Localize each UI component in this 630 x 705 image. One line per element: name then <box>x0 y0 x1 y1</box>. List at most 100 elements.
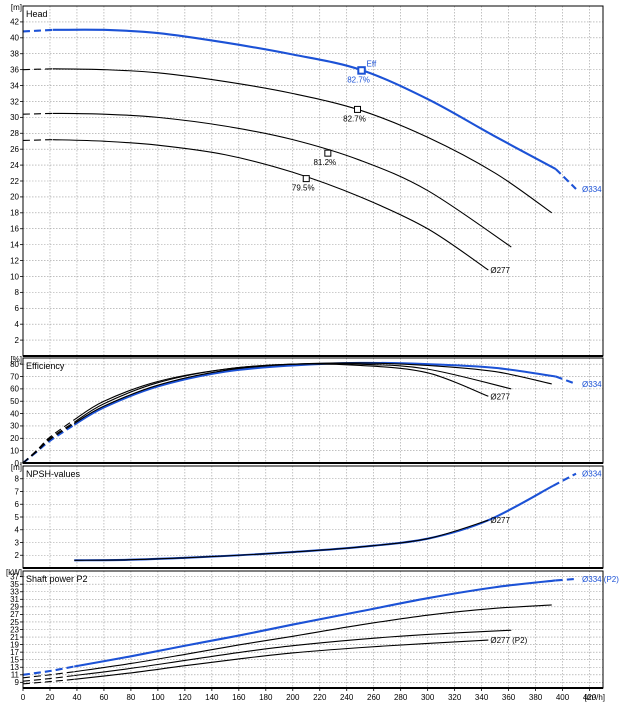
series-line-power-0-seg2 <box>555 577 577 582</box>
x-tick-label-21: 420 <box>583 693 597 702</box>
series-line-head-0-seg2 <box>555 168 577 190</box>
y-tick-label-head-20: 42 <box>10 18 19 27</box>
x-tick-label-9: 180 <box>259 693 273 702</box>
y-tick-label-efficiency-2: 20 <box>10 434 19 443</box>
y-tick-label-power-4: 17 <box>10 648 19 657</box>
y-tick-label-efficiency-5: 50 <box>10 397 19 406</box>
y-tick-label-power-14: 37 <box>10 572 19 581</box>
y-tick-label-head-4: 10 <box>10 272 19 281</box>
y-tick-label-head-3: 8 <box>15 288 20 297</box>
x-tick-label-6: 120 <box>178 693 192 702</box>
series-label-npsh-0: Ø334 <box>582 470 602 479</box>
y-tick-label-npsh-2: 4 <box>15 526 20 535</box>
efficiency-point-marker-head-2 <box>324 149 332 157</box>
y-tick-label-npsh-0: 2 <box>15 551 20 560</box>
y-tick-label-head-5: 12 <box>10 256 19 265</box>
x-tick-label-10: 200 <box>286 693 300 702</box>
x-tick-label-14: 280 <box>394 693 408 702</box>
y-tick-label-efficiency-3: 30 <box>10 422 19 431</box>
series-line-efficiency-0-seg0 <box>22 423 75 464</box>
y-tick-label-efficiency-4: 40 <box>10 409 19 418</box>
y-tick-label-npsh-4: 6 <box>15 500 20 509</box>
y-tick-label-head-9: 20 <box>10 193 19 202</box>
x-tick-label-1: 20 <box>46 693 55 702</box>
panel-title-npsh: NPSH-values <box>26 469 81 479</box>
x-tick-label-2: 40 <box>73 693 82 702</box>
x-tick-label-16: 320 <box>448 693 462 702</box>
series-line-head-3-seg1 <box>52 139 489 271</box>
y-tick-label-power-10: 29 <box>10 603 19 612</box>
y-tick-label-head-13: 28 <box>10 129 19 138</box>
series-line-power-2-seg1 <box>74 629 512 677</box>
y-tick-label-npsh-5: 7 <box>15 487 20 496</box>
panel-frame-efficiency <box>22 357 604 464</box>
series-line-power-1-seg1 <box>74 604 552 673</box>
series-line-head-0-seg0 <box>22 28 53 33</box>
series-label-power-3: Ø277 (P2) <box>490 636 527 645</box>
curves-layer <box>22 28 577 685</box>
efficiency-point-marker-head-1 <box>354 105 362 113</box>
y-tick-label-npsh-6: 8 <box>15 475 20 484</box>
series-line-efficiency-0-seg2 <box>555 375 577 385</box>
x-tick-label-11: 220 <box>313 693 327 702</box>
series-line-power-3-seg0 <box>22 678 75 685</box>
panel-unit-npsh: [m] <box>11 463 22 472</box>
y-tick-label-efficiency-6: 60 <box>10 385 19 394</box>
series-line-head-1-seg0 <box>22 68 53 71</box>
efficiency-point-label-0: 82.7% <box>347 75 370 84</box>
panel-unit-efficiency: [%] <box>10 355 22 364</box>
series-line-power-1-seg0 <box>22 671 75 679</box>
x-tick-label-0: 0 <box>21 693 26 702</box>
efficiency-point-label-1: 82.7% <box>343 114 366 123</box>
y-tick-label-power-9: 27 <box>10 610 19 619</box>
y-tick-label-power-5: 19 <box>10 640 19 649</box>
series-line-efficiency-3-seg0 <box>22 419 75 464</box>
panel-title-power: Shaft power P2 <box>26 574 88 584</box>
x-tick-label-17: 340 <box>475 693 489 702</box>
y-tick-label-head-1: 4 <box>15 320 20 329</box>
y-tick-label-head-19: 40 <box>10 34 19 43</box>
efficiency-point-marker-head-3 <box>302 175 310 183</box>
series-line-efficiency-1-seg0 <box>22 423 75 464</box>
series-line-efficiency-0-seg1 <box>73 361 556 426</box>
series-line-head-2-seg0 <box>22 112 53 115</box>
labels-layer: 24681012141618202224262830323436384042Ø3… <box>6 3 619 702</box>
y-tick-label-head-6: 14 <box>10 240 19 249</box>
y-tick-label-npsh-3: 5 <box>15 513 20 522</box>
series-label-head-0: Ø334 <box>582 185 602 194</box>
series-label-power-0: Ø334 (P2) <box>582 575 619 584</box>
y-tick-label-head-14: 30 <box>10 113 19 122</box>
y-tick-label-head-16: 34 <box>10 81 19 90</box>
x-tick-label-5: 100 <box>151 693 165 702</box>
y-tick-label-head-10: 22 <box>10 177 19 186</box>
y-tick-label-power-7: 23 <box>10 625 19 634</box>
y-tick-label-head-11: 24 <box>10 161 19 170</box>
y-tick-label-power-8: 25 <box>10 618 19 627</box>
efficiency-point-label-2: 81.2% <box>313 158 336 167</box>
series-label-efficiency-0: Ø334 <box>582 380 602 389</box>
series-line-head-2-seg1 <box>52 112 512 248</box>
series-label-npsh-1: Ø277 <box>490 516 510 525</box>
series-line-power-2-seg0 <box>22 675 75 682</box>
series-line-head-0-seg1 <box>52 28 557 170</box>
x-tick-label-8: 160 <box>232 693 246 702</box>
series-label-efficiency-3: Ø277 <box>490 392 510 401</box>
y-tick-label-power-1: 11 <box>11 671 20 680</box>
efficiency-point-marker-head-0 <box>357 66 366 75</box>
x-tick-label-13: 260 <box>367 693 381 702</box>
y-tick-label-npsh-1: 3 <box>15 538 20 547</box>
y-tick-label-head-18: 38 <box>10 50 19 59</box>
y-tick-label-head-7: 16 <box>10 225 19 234</box>
x-axis-unit: [m³/h] <box>585 693 605 702</box>
x-tick-label-18: 360 <box>502 693 516 702</box>
y-tick-label-efficiency-1: 10 <box>10 446 19 455</box>
y-tick-label-power-2: 13 <box>10 663 19 672</box>
y-tick-label-efficiency-0: 0 <box>15 459 20 468</box>
panel-unit-head: [m] <box>11 3 22 12</box>
series-line-power-3-seg1 <box>74 639 489 680</box>
y-tick-label-head-12: 26 <box>10 145 19 154</box>
series-line-efficiency-3-seg1 <box>73 363 489 421</box>
y-tick-label-power-11: 31 <box>10 595 19 604</box>
y-tick-label-head-0: 2 <box>15 336 20 345</box>
